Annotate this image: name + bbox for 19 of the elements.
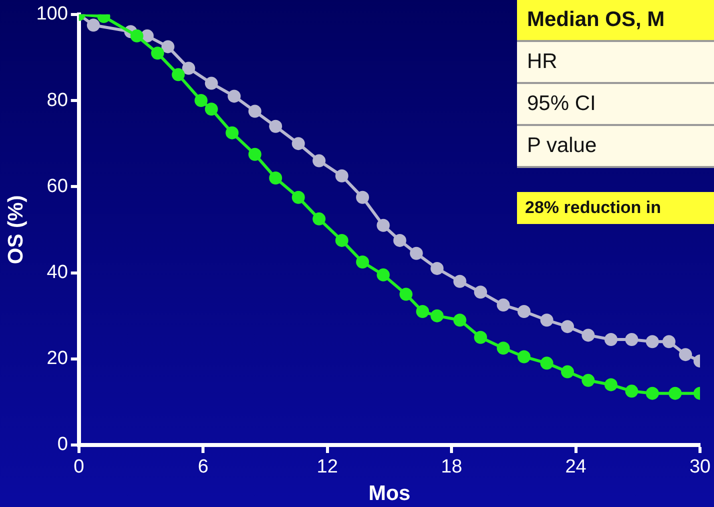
y-tick-label: 100 (36, 4, 68, 25)
annotation: Median OS, M (517, 0, 714, 42)
y-axis-title: OS (%) (4, 195, 28, 264)
x-tick-label: 0 (74, 456, 84, 478)
annotation: 95% CI (517, 84, 714, 126)
y-tick-label: 60 (46, 176, 68, 197)
y-tick-label: 20 (46, 348, 68, 370)
y-tick-label: 80 (46, 90, 68, 111)
x-tick-label: 12 (316, 456, 338, 478)
x-tick-label: 18 (440, 456, 462, 478)
annotation: P value (517, 126, 714, 168)
y-tick-label: 40 (46, 262, 68, 283)
annotation: HR (517, 42, 714, 84)
x-tick-label: 24 (565, 456, 587, 478)
x-axis-title: Mos (368, 482, 410, 506)
note-box: 28% reduction in (517, 192, 714, 224)
y-tick-label: 0 (57, 434, 68, 456)
x-tick-label: 6 (198, 456, 208, 478)
x-tick-label: 30 (689, 456, 711, 478)
